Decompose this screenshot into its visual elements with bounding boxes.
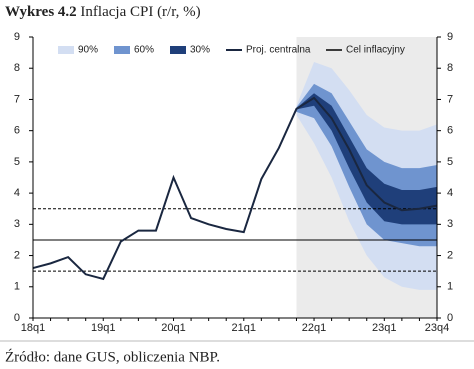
y2-tick-label: 5	[447, 156, 453, 168]
y2-tick-label: 4	[447, 187, 453, 199]
legend-label: 60%	[134, 45, 154, 56]
y2-tick-label: 0	[447, 312, 453, 324]
x-tick-label: 23q1	[372, 322, 396, 334]
legend-label: 90%	[78, 45, 98, 56]
legend-swatch	[170, 46, 186, 54]
y-tick-label: 6	[14, 125, 20, 137]
y-tick-label: 8	[14, 62, 20, 74]
fan-band	[296, 93, 437, 225]
title-label: Wykres 4.2	[5, 4, 77, 20]
y2-tick-label: 7	[447, 93, 453, 105]
y2-tick-label: 8	[447, 62, 453, 74]
y-tick-label: 0	[14, 312, 20, 324]
title-text: Inflacja CPI (r/r, %)	[80, 4, 200, 20]
y2-tick-label: 6	[447, 125, 453, 137]
source: Źródło: dane GUS, obliczenia NBP.	[5, 348, 220, 365]
legend-label: 30%	[190, 45, 210, 56]
x-tick-label: 19q1	[91, 322, 115, 334]
central-line	[32, 96, 438, 281]
y2-tick-label: 3	[447, 218, 453, 230]
y-tick-label: 2	[14, 249, 20, 261]
y2-tick-label: 2	[447, 249, 453, 261]
legend-swatch	[58, 46, 74, 54]
y-tick-label: 1	[14, 281, 20, 293]
legend-label: Cel inflacyjny	[346, 45, 405, 56]
y-tick-label: 9	[14, 31, 20, 43]
y2-tick-label: 1	[447, 281, 453, 293]
y-tick-label: 4	[14, 187, 20, 199]
legend-label: Proj. centralna	[246, 45, 311, 56]
chart-title: Wykres 4.2 Inflacja CPI (r/r, %)	[5, 4, 201, 20]
x-tick-label: 22q1	[302, 322, 326, 334]
legend-swatch	[114, 46, 130, 54]
x-tick-label: 23q4	[425, 322, 449, 334]
y-tick-label: 7	[14, 93, 20, 105]
y-tick-label: 5	[14, 156, 20, 168]
x-tick-label: 21q1	[232, 322, 256, 334]
x-tick-label: 20q1	[161, 322, 185, 334]
y-tick-label: 3	[14, 218, 20, 230]
x-tick-label: 18q1	[21, 322, 45, 334]
y2-tick-label: 9	[447, 31, 453, 43]
